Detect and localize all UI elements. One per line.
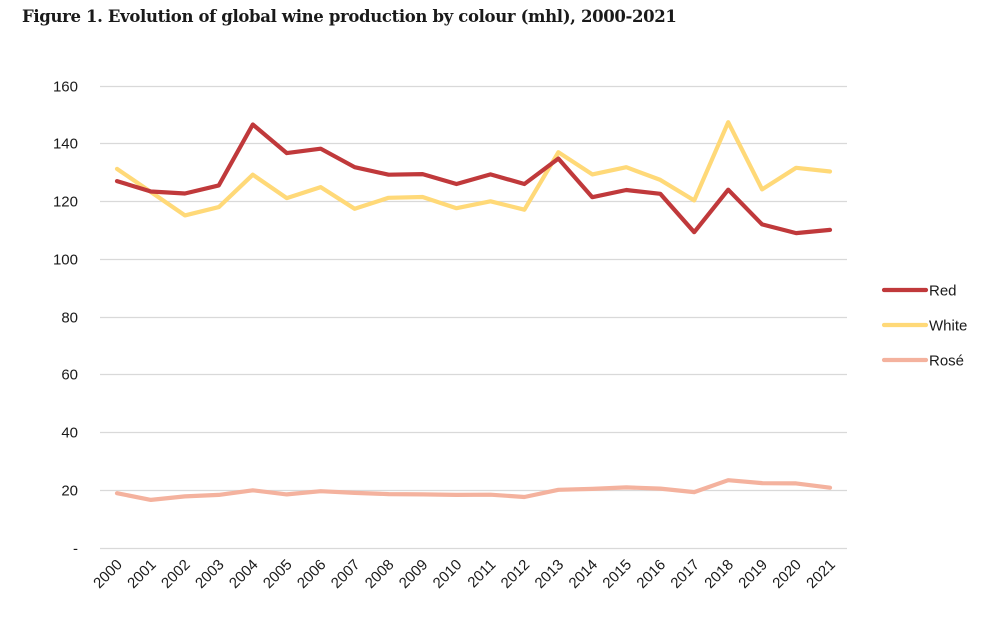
series-line-white — [114, 120, 833, 218]
x-tick-label: 2005 — [260, 556, 296, 592]
legend-label: White — [929, 318, 967, 335]
series-line-ros — [114, 478, 833, 502]
x-tick-label: 2013 — [532, 556, 568, 592]
x-tick-label: 2018 — [701, 556, 737, 592]
y-tick-label: - — [73, 541, 78, 558]
series-lines — [114, 120, 833, 502]
y-tick-label: 140 — [53, 136, 78, 153]
gridlines — [100, 85, 847, 550]
x-tick-label: 2015 — [600, 556, 636, 592]
y-tick-label: 60 — [61, 367, 78, 384]
y-tick-label: 100 — [53, 252, 78, 269]
x-tick-label: 2012 — [498, 556, 534, 592]
y-tick-label: 40 — [61, 425, 78, 442]
x-tick-label: 2019 — [735, 556, 771, 592]
legend-item-ros: Rosé — [881, 353, 964, 370]
x-tick-label: 2016 — [633, 556, 669, 592]
y-tick-label: 160 — [53, 79, 78, 96]
x-tick-label: 2020 — [769, 556, 805, 592]
x-tick-label: 2003 — [192, 556, 228, 592]
x-tick-label: 2008 — [362, 556, 398, 592]
legend-label: Red — [929, 283, 957, 300]
x-axis-tick-labels: 2000200120022003200420052006200720082009… — [90, 556, 839, 592]
x-tick-label: 2007 — [328, 556, 364, 592]
x-tick-label: 2009 — [396, 556, 432, 592]
legend-item-red: Red — [881, 283, 957, 300]
legend-label: Rosé — [929, 353, 964, 370]
x-tick-label: 2010 — [430, 556, 466, 592]
y-axis-tick-labels: - 20 40 60 80 100 120 140 160 — [53, 79, 78, 558]
legend-item-white: White — [881, 318, 967, 335]
x-tick-label: 2021 — [803, 556, 839, 592]
x-tick-label: 2017 — [667, 556, 703, 592]
legend: Red White Rosé — [881, 283, 967, 370]
x-tick-label: 2001 — [124, 556, 160, 592]
x-tick-label: 2011 — [464, 556, 499, 591]
x-tick-label: 2002 — [158, 556, 194, 592]
y-tick-label: 20 — [61, 483, 78, 500]
x-tick-label: 2014 — [566, 556, 602, 592]
x-tick-label: 2000 — [90, 556, 126, 592]
figure-title: Figure 1. Evolution of global wine produ… — [22, 7, 677, 26]
x-tick-label: 2006 — [294, 556, 330, 592]
y-tick-label: 80 — [61, 310, 78, 327]
y-tick-label: 120 — [53, 194, 78, 211]
series-line-red — [114, 122, 833, 236]
x-tick-label: 2004 — [226, 556, 262, 592]
